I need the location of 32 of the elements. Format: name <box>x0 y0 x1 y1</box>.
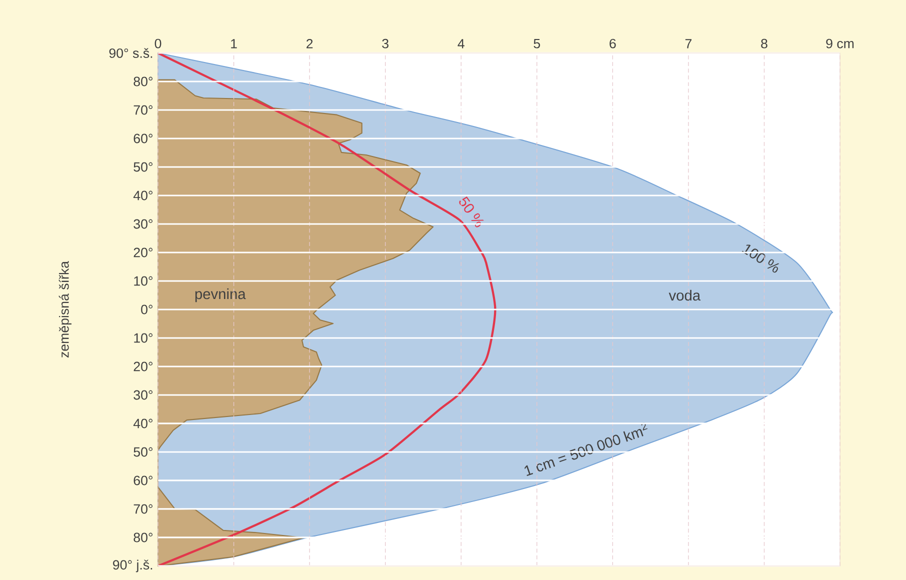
x-tick-label: 4 <box>458 39 464 48</box>
y-tick-label: 80° <box>134 532 152 542</box>
y-tick-label: 20° <box>134 248 152 258</box>
y-tick-label: 0° <box>141 304 152 314</box>
y-tick-label: 90° j.š. <box>113 560 152 572</box>
x-tick-label: 7 <box>685 39 692 48</box>
x-tick-label: 0 <box>154 38 162 48</box>
y-tick-label: 30° <box>134 219 152 229</box>
y-tick-label: 70° <box>134 105 152 115</box>
y-tick-label: 60° <box>134 476 152 486</box>
y-tick-label: 80° <box>134 76 152 86</box>
y-tick-label: 70° <box>134 504 152 514</box>
annotation: pevnina <box>195 288 246 302</box>
x-tick-label: 8 <box>761 38 768 48</box>
y-tick-label: 40° <box>133 190 152 200</box>
y-tick-label: 10° <box>134 276 152 286</box>
y-tick-label: 10° <box>134 333 152 343</box>
y-tick-label: 50° <box>134 447 152 457</box>
y-tick-label: 20° <box>134 362 152 372</box>
x-tick-label: 3 <box>382 38 388 48</box>
annotation: voda <box>668 290 701 301</box>
y-tick-label: 30° <box>134 390 152 400</box>
y-tick-label: 50° <box>134 162 152 172</box>
y-tick-label: 40° <box>133 418 152 428</box>
y-tick-label: 60° <box>134 134 152 144</box>
x-tick-label: 1 <box>231 39 237 48</box>
x-tick-label: 5 <box>534 38 540 48</box>
y-axis-title: zeměpisná šířka <box>58 260 72 358</box>
x-tick-label: 9 cm <box>826 38 854 48</box>
y-tick-label: 90° s.š. <box>109 48 152 58</box>
x-tick-label: 6 <box>610 38 616 48</box>
x-tick-label: 2 <box>306 38 313 48</box>
